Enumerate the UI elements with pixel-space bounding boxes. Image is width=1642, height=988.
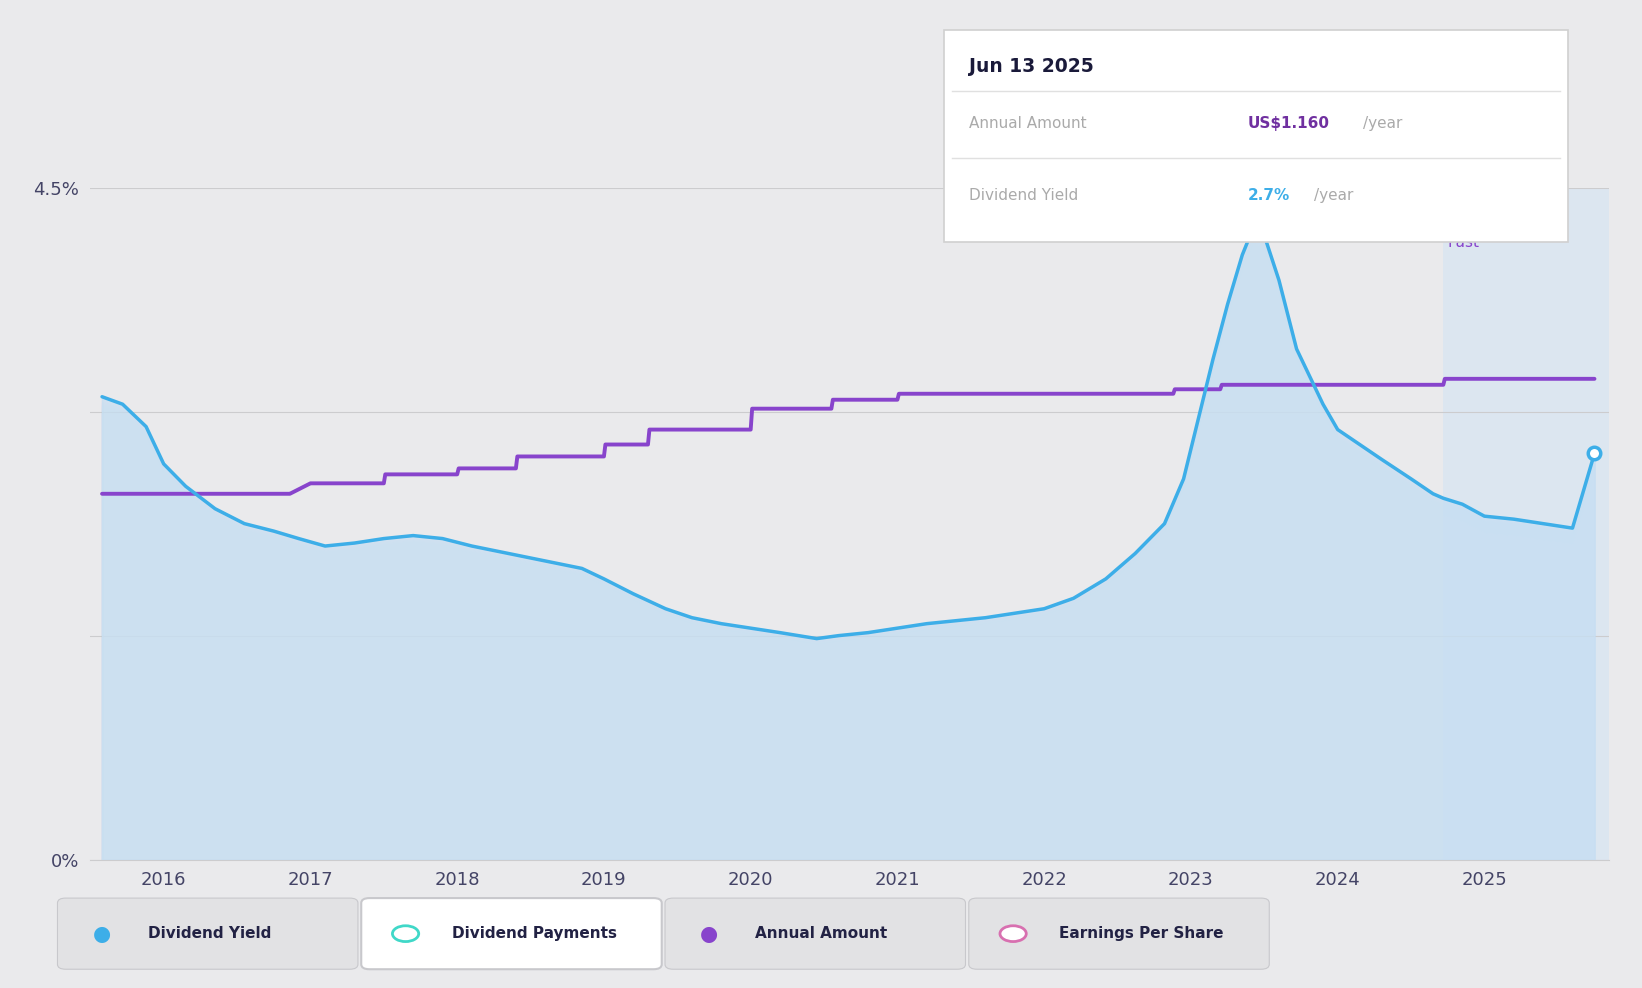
Text: US$1.160: US$1.160 — [1248, 116, 1330, 131]
Bar — [1443, 188, 1609, 860]
Text: Dividend Yield: Dividend Yield — [969, 188, 1079, 204]
Text: Annual Amount: Annual Amount — [969, 116, 1087, 131]
Text: ●: ● — [92, 924, 112, 944]
Text: Earnings Per Share: Earnings Per Share — [1059, 926, 1223, 942]
Text: ●: ● — [699, 924, 719, 944]
Text: Dividend Yield: Dividend Yield — [148, 926, 271, 942]
Text: /year: /year — [1314, 188, 1353, 204]
Text: Annual Amount: Annual Amount — [755, 926, 888, 942]
Text: Jun 13 2025: Jun 13 2025 — [969, 57, 1094, 76]
Text: 2.7%: 2.7% — [1248, 188, 1291, 204]
Text: Past: Past — [1448, 235, 1479, 250]
Text: Dividend Payments: Dividend Payments — [452, 926, 616, 942]
Text: /year: /year — [1363, 116, 1402, 131]
